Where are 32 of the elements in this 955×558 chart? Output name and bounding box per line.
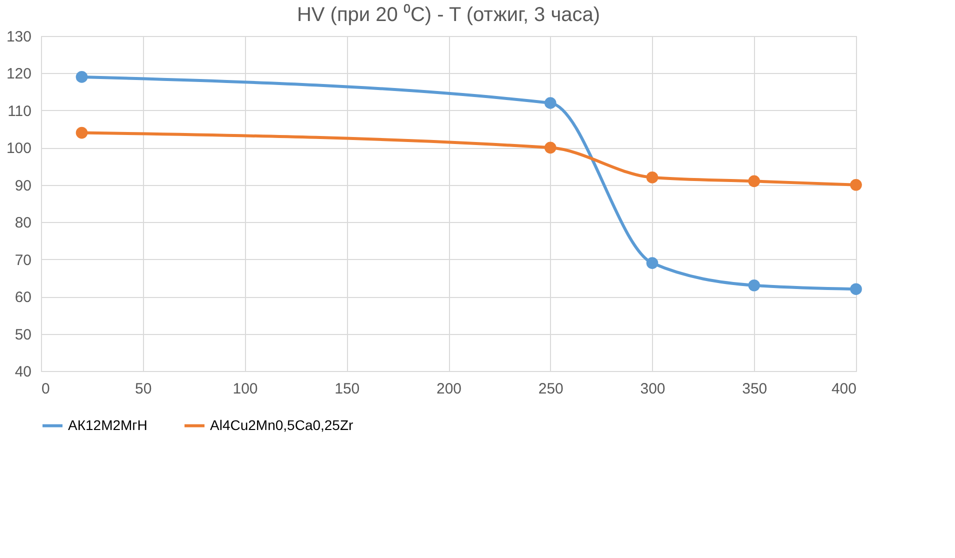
legend-label: Al4Cu2Mn0,5Ca0,25Zr	[210, 416, 354, 433]
y-tick-label: 100	[6, 140, 32, 158]
y-tick-label: 50	[14, 326, 32, 344]
point	[850, 283, 862, 296]
point	[76, 126, 88, 139]
x-tick-label: 100	[232, 380, 258, 398]
point	[646, 257, 658, 269]
chart-title: HV (при 20 ⁰C) - T (отжиг, 3 часа)	[296, 3, 600, 26]
y-tick-label: 80	[14, 214, 32, 232]
y-tick-label: 90	[14, 177, 32, 194]
point	[544, 142, 556, 154]
y-tick-label: 130	[6, 28, 32, 46]
x-tick-label: 250	[538, 380, 564, 398]
y-tick-label: 70	[14, 252, 32, 269]
point	[646, 172, 658, 184]
y-tick-label: 40	[14, 364, 32, 380]
x-tick-label: 400	[831, 380, 856, 398]
point	[76, 71, 88, 83]
x-tick-label: 300	[640, 380, 666, 398]
point	[850, 178, 862, 191]
x-tick-label: 0	[42, 380, 50, 398]
x-tick-label: 350	[742, 380, 768, 398]
y-tick-label: 110	[8, 102, 32, 120]
point	[748, 279, 760, 292]
legend-label: АК12М2МгН	[68, 416, 148, 433]
y-tick-label: 120	[6, 66, 32, 83]
x-tick-label: 200	[436, 380, 462, 398]
y-tick-label: 60	[14, 289, 32, 306]
x-tick-label: 150	[334, 380, 360, 398]
point	[748, 175, 760, 188]
point	[544, 97, 556, 109]
x-tick-label: 50	[135, 380, 152, 398]
